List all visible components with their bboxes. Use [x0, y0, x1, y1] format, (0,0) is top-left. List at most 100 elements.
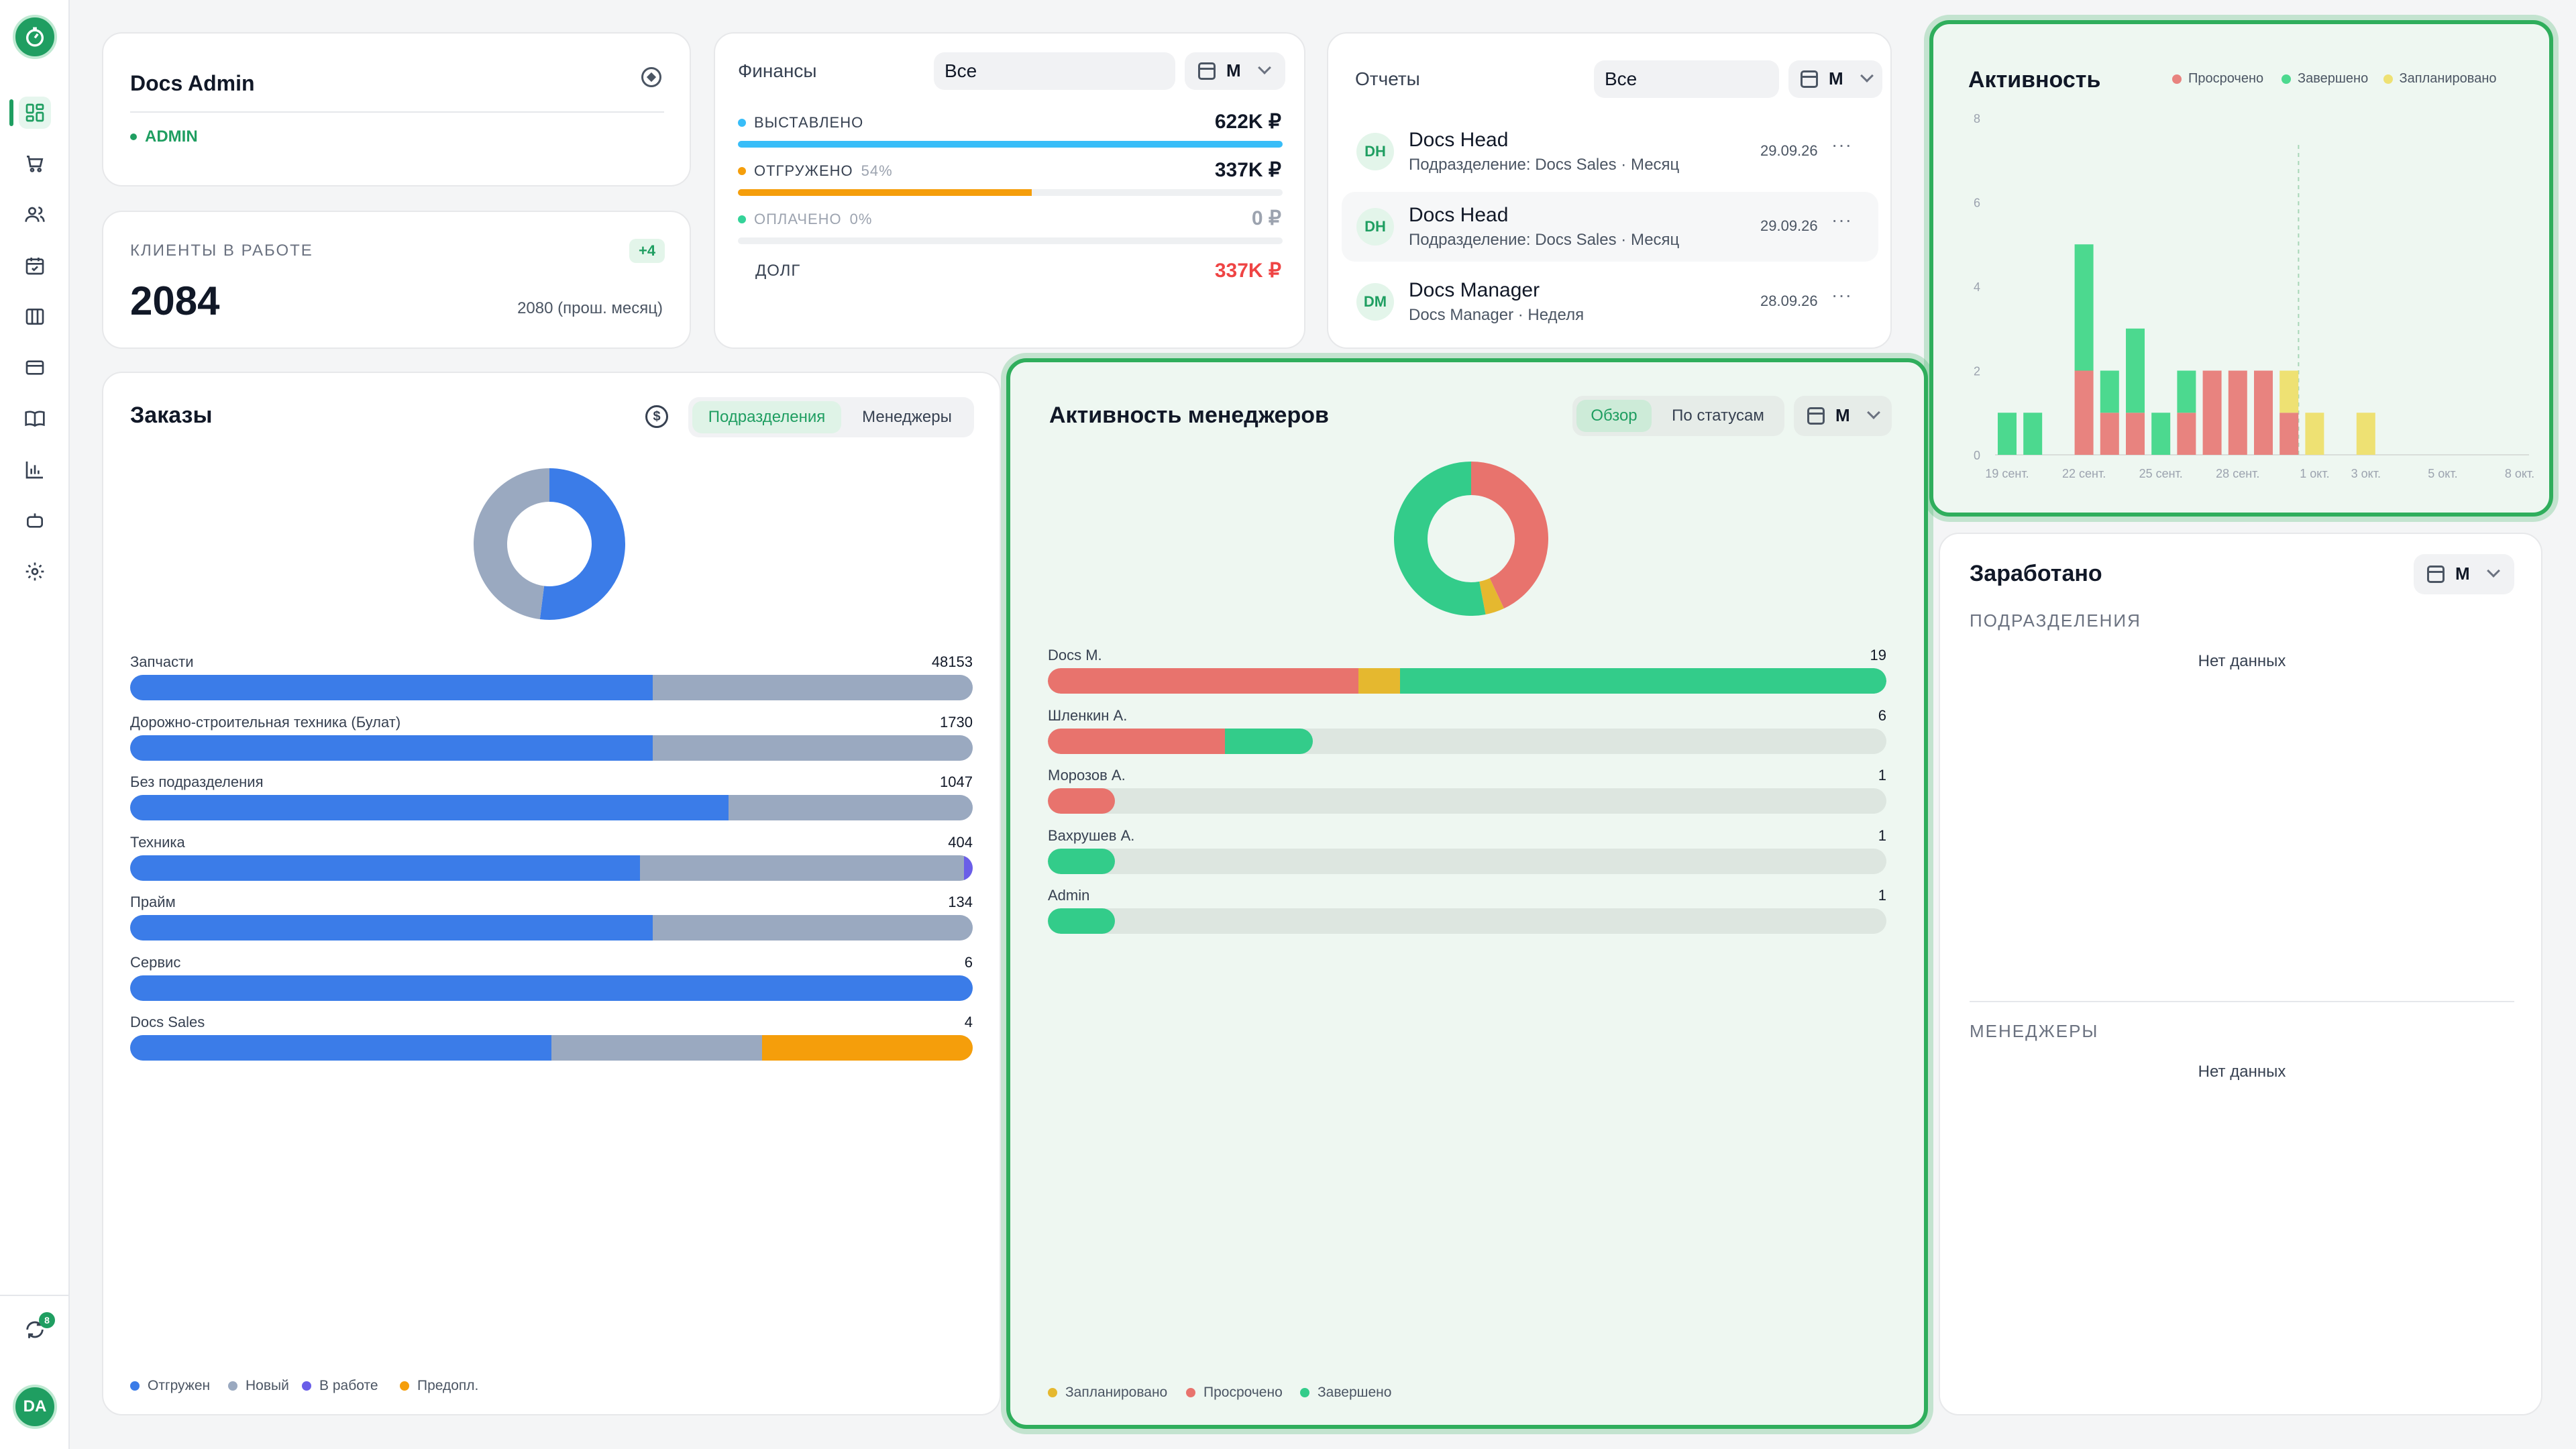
finance-progress-fill: [738, 189, 1032, 196]
tab-managers[interactable]: Менеджеры: [862, 408, 952, 426]
calendar-icon: [2427, 566, 2445, 583]
clients-value: 2084: [130, 278, 220, 323]
reports-period-select[interactable]: М: [1788, 60, 1882, 98]
tab-overview[interactable]: Обзор: [1576, 400, 1652, 432]
activity-bar: [1998, 413, 2017, 455]
finance-row-value: 622K ₽: [1214, 111, 1281, 133]
manager-value: 6: [1878, 706, 1886, 724]
legend-dot: [1300, 1388, 1309, 1397]
activity-bar: [2279, 413, 2299, 455]
orders-bar[interactable]: [130, 915, 973, 941]
manager-bar-track[interactable]: [1048, 908, 1886, 934]
role-label: ADMIN: [145, 127, 198, 146]
activity-bar: [2177, 370, 2196, 413]
legend-dot: [302, 1381, 311, 1391]
currency-icon[interactable]: $: [645, 405, 668, 428]
finance-row-name: ВЫСТАВЛЕНО: [754, 114, 864, 131]
users-icon[interactable]: [19, 199, 51, 231]
activity-bar: [2202, 370, 2222, 455]
manager-bar-track[interactable]: [1048, 848, 1886, 874]
dashboard-icon[interactable]: [19, 97, 51, 129]
orders-bar[interactable]: [130, 855, 973, 881]
activity-bar: [2126, 328, 2145, 413]
legend-label: Предопл.: [417, 1378, 479, 1393]
manager-value: 1: [1878, 826, 1886, 844]
manager-name: Docs M.: [1048, 647, 1102, 663]
orders-bar-segment: [762, 1035, 973, 1061]
report-item[interactable]: DH Docs Head Подразделение: Docs Sales · М…: [1342, 192, 1878, 262]
more-icon[interactable]: ···: [1831, 209, 1852, 230]
report-item[interactable]: DM Docs Manager Docs Manager · Неделя 28.09…: [1342, 267, 1878, 337]
sync-badge: 8: [39, 1312, 55, 1328]
legend-dot: [228, 1381, 237, 1391]
orders-bar[interactable]: [130, 675, 973, 700]
bar-chart-icon[interactable]: [19, 453, 51, 486]
divisions-empty: Нет данных: [2198, 652, 2286, 670]
tab-by-status[interactable]: По статусам: [1672, 407, 1764, 425]
clients-card: КЛИЕНТЫ В РАБОТЕ +4 2084 2080 (прош. мес…: [102, 211, 691, 349]
orders-bar[interactable]: [130, 795, 973, 820]
manager-bar-fill: [1048, 788, 1115, 814]
donut-slice: [1394, 462, 1486, 616]
settings-icon[interactable]: [19, 555, 51, 588]
orders-bar[interactable]: [130, 735, 973, 761]
tab-divisions[interactable]: Подразделения: [692, 401, 841, 433]
manager-bar-track[interactable]: [1048, 728, 1886, 754]
sync-icon[interactable]: [19, 1313, 51, 1346]
orders-bar[interactable]: [130, 1035, 973, 1061]
donut-slice: [1479, 578, 1504, 614]
finance-row-label: ОПЛАЧЕНО 0%: [738, 211, 872, 228]
calendar-check-icon[interactable]: [19, 250, 51, 282]
managers-empty: Нет данных: [2198, 1063, 2286, 1081]
orders-bar-segment: [652, 735, 973, 761]
reports-filter[interactable]: Все: [1594, 60, 1779, 98]
managers-label: МЕНЕДЖЕРЫ: [1970, 1021, 2099, 1041]
finance-row-value: 0 ₽: [1251, 207, 1281, 229]
clients-prev: 2080 (прош. месяц): [517, 299, 663, 317]
orders-bar[interactable]: [130, 975, 973, 1001]
orders-row-label: Без подразделения: [130, 773, 264, 790]
earned-period-select[interactable]: М: [2414, 554, 2514, 594]
activity-chart: 8 6 4 2 0 19 сент. 22 сент. 25 сент. 28 сент. 1 о…: [1974, 112, 2534, 480]
book-icon[interactable]: [19, 402, 51, 435]
logo-icon[interactable]: [13, 15, 57, 59]
y-tick-label: 0: [1974, 449, 1980, 462]
manager-value: 19: [1870, 647, 1886, 663]
orders-bar-segment: [639, 855, 965, 881]
cart-icon[interactable]: [19, 148, 51, 180]
more-icon[interactable]: ···: [1831, 134, 1852, 155]
finance-row-name: ОПЛАЧЕНО: [754, 211, 842, 227]
compass-icon[interactable]: [641, 67, 661, 87]
managers-period-select[interactable]: М: [1794, 396, 1892, 436]
robot-icon[interactable]: [19, 504, 51, 537]
manager-bar-fill: [1048, 728, 1313, 754]
orders-bar-segment: [130, 735, 653, 761]
earned-title: Заработано: [1970, 561, 2102, 586]
report-sub: Docs Manager · Неделя: [1409, 306, 1585, 324]
more-icon[interactable]: ···: [1831, 284, 1852, 305]
columns-icon[interactable]: [19, 301, 51, 333]
orders-donut-chart: [474, 468, 625, 620]
orders-row-label: Сервис: [130, 953, 181, 971]
manager-bar-track[interactable]: [1048, 668, 1886, 694]
legend-item: Отгружен: [130, 1378, 210, 1394]
chevron-down-icon: [1258, 61, 1271, 74]
report-item[interactable]: DH Docs Head Подразделение: Docs Sales · М…: [1342, 117, 1878, 186]
report-name: Docs Head: [1409, 204, 1509, 226]
finance-filter[interactable]: Все: [934, 52, 1175, 90]
earned-period: М: [2455, 564, 2470, 584]
manager-name: Вахрушев А.: [1048, 826, 1135, 844]
legend-item: Просрочено: [1186, 1385, 1283, 1401]
orders-bar-segment: [652, 915, 973, 941]
finance-period-select[interactable]: М: [1185, 52, 1285, 90]
report-avatar: DM: [1356, 283, 1394, 321]
debt-label: ДОЛГ: [755, 262, 801, 280]
x-tick-label: 22 сент.: [2062, 467, 2106, 480]
role-badge: ADMIN: [130, 127, 198, 146]
manager-bar-track[interactable]: [1048, 788, 1886, 814]
report-date: 28.09.26: [1760, 292, 1818, 309]
manager-bar-segment: [1048, 908, 1115, 934]
activity-bar: [2356, 413, 2375, 455]
user-avatar[interactable]: DA: [13, 1385, 57, 1429]
card-icon[interactable]: [19, 352, 51, 384]
